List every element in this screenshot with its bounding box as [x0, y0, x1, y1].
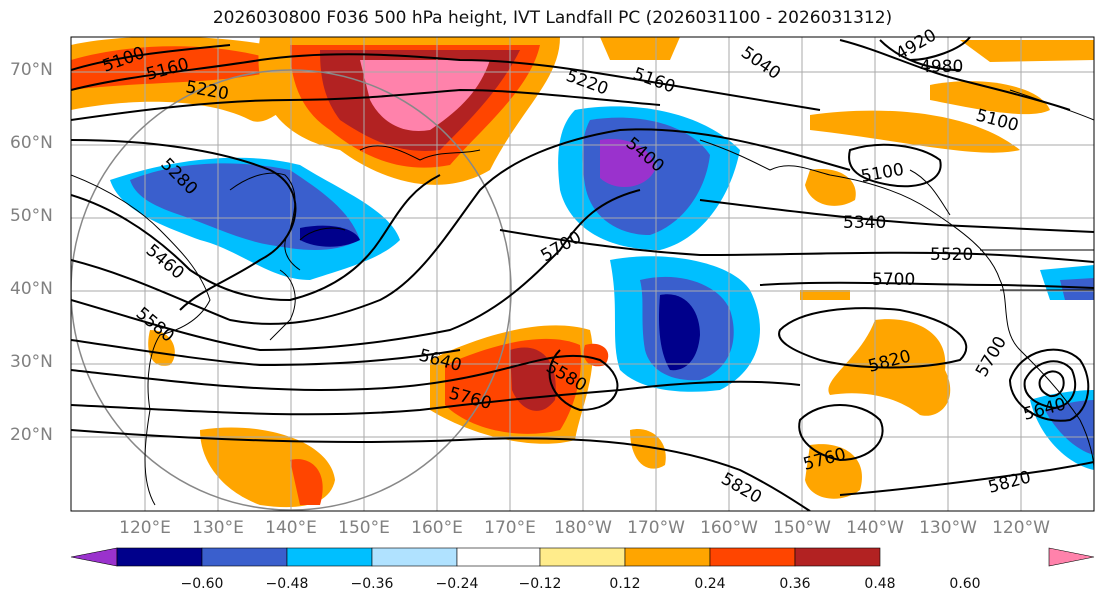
- lon-label: 150°E: [338, 518, 390, 538]
- lon-label: 160°E: [411, 518, 463, 538]
- colorbar-segment: [371, 547, 458, 567]
- lon-label: 180°W: [554, 518, 612, 538]
- lon-label: 140°E: [265, 518, 317, 538]
- lat-label: 40°N: [10, 279, 53, 299]
- colorbar-tick-label: −0.60: [180, 576, 224, 592]
- lon-label: 170°W: [627, 518, 685, 538]
- lon-label: 160°W: [700, 518, 758, 538]
- colorbar-extend-left: [70, 547, 118, 567]
- lon-label: 150°W: [773, 518, 831, 538]
- colorbar-segment: [794, 547, 881, 567]
- lat-label: 30°N: [10, 352, 53, 372]
- colorbar-segment: [456, 547, 541, 567]
- height-contours: [71, 37, 1094, 511]
- lat-label: 20°N: [10, 425, 53, 445]
- colorbar-tick-label: −0.48: [265, 576, 309, 592]
- contour-label: 5700: [872, 270, 915, 290]
- colorbar-tick-label: 0.36: [779, 576, 811, 592]
- coastlines: [71, 89, 1094, 506]
- lon-label: 130°W: [919, 518, 977, 538]
- colorbar-tick-label: −0.36: [350, 576, 394, 592]
- region-circle: [71, 69, 512, 511]
- lon-label: 120°W: [992, 518, 1050, 538]
- colorbar-segment: [116, 547, 203, 567]
- colorbar-tick-label: 0.24: [694, 576, 726, 592]
- contour-label: 5340: [843, 213, 886, 233]
- colorbar-tick-label: 0.48: [864, 576, 896, 592]
- colorbar: [70, 547, 1095, 567]
- lon-label: 170°E: [484, 518, 536, 538]
- lat-label: 50°N: [10, 206, 53, 226]
- contour-label: 4980: [920, 57, 963, 77]
- map-title: 2026030800 F036 500 hPa height, IVT Land…: [212, 8, 893, 28]
- ivt-shading: [71, 37, 1094, 508]
- colorbar-segment: [624, 547, 711, 567]
- graticule: [71, 37, 1094, 511]
- colorbar-tick-label: 0.12: [609, 576, 641, 592]
- lon-label: 120°E: [119, 518, 171, 538]
- lat-label: 70°N: [10, 60, 53, 80]
- colorbar-tick-label: 0.60: [949, 576, 981, 592]
- lat-label: 60°N: [10, 133, 53, 153]
- colorbar-segment: [286, 547, 373, 567]
- colorbar-segment: [709, 547, 796, 567]
- colorbar-extend-right: [1048, 547, 1095, 567]
- contour-label: 5520: [930, 245, 973, 265]
- colorbar-tick-label: −0.12: [518, 576, 562, 592]
- colorbar-segment: [539, 547, 626, 567]
- lon-label: 140°W: [846, 518, 904, 538]
- colorbar-segment: [201, 547, 288, 567]
- lon-label: 130°E: [192, 518, 244, 538]
- colorbar-tick-label: −0.24: [435, 576, 479, 592]
